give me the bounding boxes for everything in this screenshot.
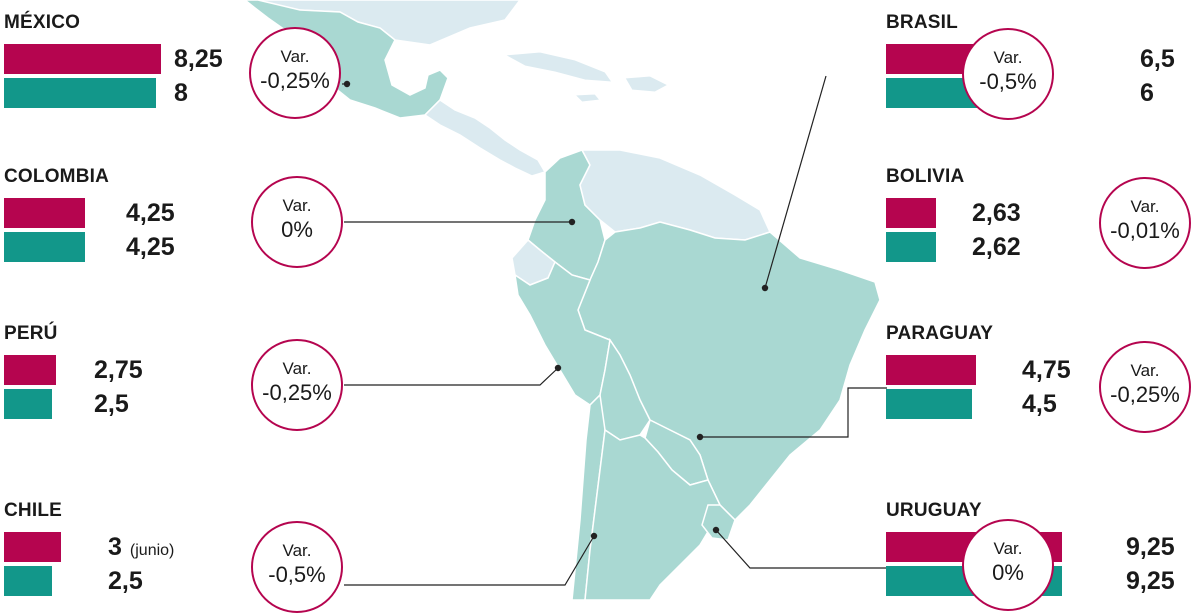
previous-rate-value: 4,75 [1022,356,1071,384]
leader-line-peru [344,367,559,386]
dot-brasil [761,284,769,292]
previous-rate-bar [4,532,61,562]
leader-line-paraguay [700,387,887,438]
current-rate-bar [886,389,972,419]
variation-circle: Var. 0% [962,519,1054,611]
leader-line-chile [344,535,595,586]
country-name: COLOMBIA [4,166,110,187]
jamaica-shape [573,93,601,103]
dot-mexico [343,80,351,88]
variation-value: -0,25% [260,68,330,93]
dot-chile [590,532,598,540]
previous-rate-value: 2,75 [94,356,143,384]
variation-value: -0,5% [268,562,326,587]
rate-note: (junio) [129,542,175,559]
previous-rate-bar [886,198,936,228]
previous-rate-value: 2,63 [972,199,1021,227]
previous-rate-value: 9,25 [1126,533,1175,561]
latin-america-map [243,0,887,600]
variation-label: Var. [1130,361,1160,380]
previous-rate-value: 8,25 [174,45,223,73]
leader-line-uruguay [715,529,887,569]
current-rate-value: 4,25 [126,233,175,261]
country-name: MÉXICO [4,12,81,33]
leader-line-brasil [764,75,827,289]
central-america-shape [423,99,547,177]
previous-rate-bar [886,355,977,385]
variation-value: -0,25% [262,380,332,405]
dot-paraguay [696,433,704,441]
current-rate-value: 4,5 [1022,390,1057,418]
variation-value: -0,01% [1110,218,1180,243]
current-rate-bar [886,232,936,262]
previous-rate-bar [4,355,57,385]
country-name: CHILE [4,500,62,521]
variation-label: Var. [280,47,310,66]
variation-label: Var. [282,541,312,560]
country-name: BRASIL [886,12,958,33]
current-rate-value: 2,62 [972,233,1021,261]
previous-rate-bar [4,198,85,228]
previous-rate-bar [4,44,161,74]
variation-circle: Var. -0,25% [1099,341,1191,433]
hispaniola-shape [624,75,670,93]
variation-circle: Var. -0,25% [251,339,343,431]
previous-rate-value: 6,5 [1140,45,1175,73]
current-rate-bar [4,389,52,419]
country-name: URUGUAY [886,500,982,521]
current-rate-bar [4,232,85,262]
variation-circle: Var. 0% [251,176,343,268]
variation-label: Var. [993,539,1023,558]
country-name: BOLIVIA [886,166,965,187]
variation-label: Var. [282,359,312,378]
cuba-shape [503,51,614,83]
country-name: PERÚ [4,323,58,344]
variation-circle: Var. -0,25% [249,27,341,119]
dot-uruguay [712,526,720,534]
previous-rate-value: 3 (junio) [108,533,175,561]
previous-rate-value: 4,25 [126,199,175,227]
current-rate-bar [4,78,156,108]
dot-peru [554,364,562,372]
uruguay-shape [701,504,736,541]
current-rate-value: 2,5 [108,567,143,595]
variation-value: 0% [992,560,1024,585]
variation-value: -0,5% [979,69,1037,94]
variation-label: Var. [993,48,1023,67]
dot-colombia [568,218,576,226]
current-rate-value: 6 [1140,79,1154,107]
variation-value: -0,25% [1110,382,1180,407]
current-rate-bar [4,566,52,596]
current-rate-value: 9,25 [1126,567,1175,595]
variation-value: 0% [281,217,313,242]
variation-label: Var. [282,196,312,215]
variation-label: Var. [1130,197,1160,216]
current-rate-value: 2,5 [94,390,129,418]
current-rate-value: 8 [174,79,188,107]
variation-circle: Var. -0,5% [962,28,1054,120]
country-name: PARAGUAY [886,323,994,344]
variation-circle: Var. -0,01% [1099,177,1191,269]
variation-circle: Var. -0,5% [251,521,343,613]
